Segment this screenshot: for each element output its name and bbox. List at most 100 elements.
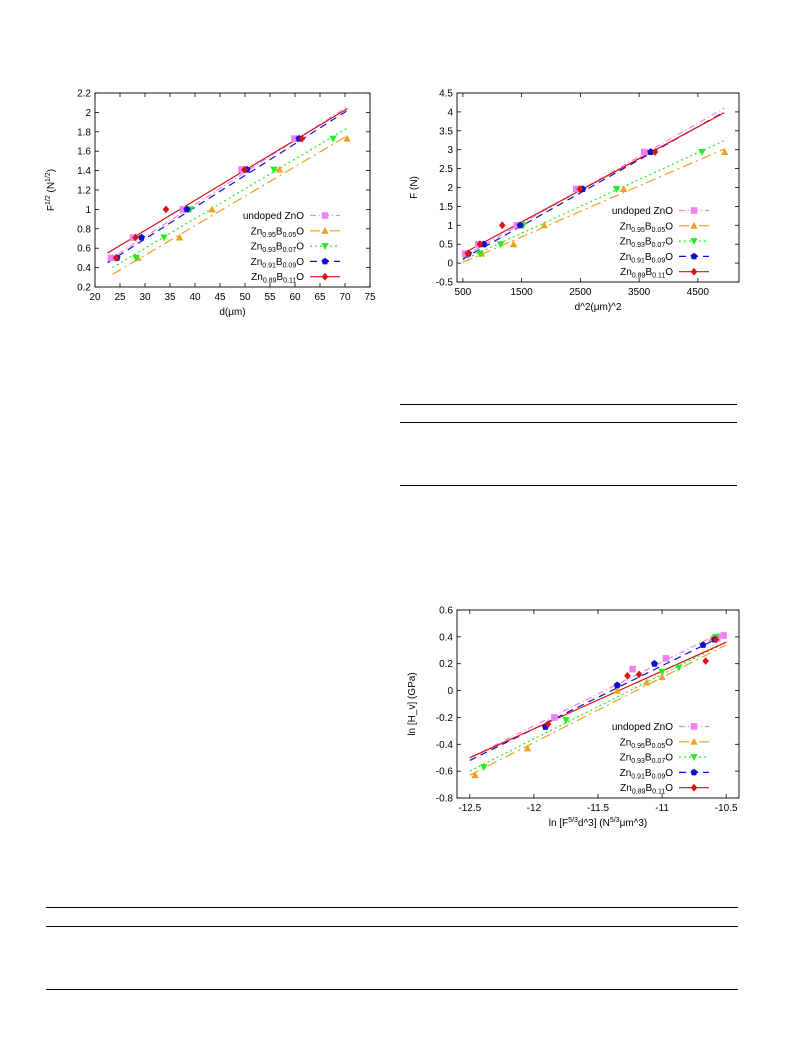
y-axis-label: F (N) (409, 176, 420, 199)
fit-line-s0 (462, 107, 725, 258)
y-tick-label: 1.2 (77, 186, 91, 197)
data-point-s1 (613, 686, 621, 694)
data-point-s2 (612, 186, 621, 193)
x-axis-label: ln [F5/3d^3] (N5/3μm^3) (549, 817, 648, 829)
y-tick-label: 0.4 (439, 632, 453, 643)
legend: undoped ZnO Zn0.95B0.05O Zn0.93B0.07O Zn0.9… (612, 722, 709, 796)
legend-label-s0: undoped ZnO (243, 211, 304, 222)
plot-frame (456, 92, 740, 283)
x-tick-label: 3500 (628, 287, 651, 298)
table-bottom-rule-1 (400, 485, 737, 486)
data-point-s3 (647, 148, 655, 155)
data-point-s4 (651, 148, 659, 156)
fit-line-s2 (112, 127, 348, 269)
legend-marker-s2 (690, 754, 698, 761)
data-point-s3 (137, 233, 146, 241)
data-point-s4 (241, 165, 248, 174)
plot-frame (456, 609, 740, 799)
y-tick-label: 0.8 (77, 224, 91, 235)
y-tick-label: 0 (447, 686, 453, 697)
data-point-s4 (298, 134, 306, 143)
x-tick-label: -11 (655, 803, 669, 814)
y-tick-label: 3 (447, 145, 453, 156)
legend-label-s1: Zn0.95B0.05O (620, 221, 674, 234)
indentation-size-chart-f-vs-d2: 500 1500 2500 3500 4500 -0.5 0 0.5 1 1.5 2 2.5 3 3.5 4… (409, 89, 740, 313)
y-tick-label: 2 (447, 183, 453, 194)
data-point-s0 (551, 714, 558, 721)
y-axis-label: ln [H_v] (GPa) (407, 672, 418, 735)
legend-label-s3: Zn0.91B0.09O (620, 252, 674, 265)
data-point-s2 (496, 241, 505, 249)
y-tick-label: 0.2 (439, 659, 453, 670)
x-tick-label: 65 (314, 292, 326, 303)
data-point-s1 (540, 221, 548, 229)
legend-label-s4: Zn0.89B0.11O (620, 267, 673, 280)
data-point-s0 (662, 655, 670, 662)
legend-label-s3: Zn0.91B0.09O (251, 257, 305, 270)
data-point-s1 (620, 185, 628, 193)
data-point-s2 (675, 664, 683, 672)
hardness-log-chart: -12.5 -12 -11.5 -11 -10.5 -0.8 -0.6 -0.4 -0.2 0 0.… (407, 606, 740, 829)
data-point-s0 (629, 665, 636, 673)
data-point-s2 (160, 234, 168, 242)
data-point-s3 (183, 205, 191, 213)
y-tick-label: 1.4 (77, 166, 91, 177)
legend: undoped ZnO Zn0.95B0.05O Zn0.93B0.07O Zn0.9… (243, 211, 340, 285)
legend-marker-s4 (321, 272, 329, 281)
legend-marker-s3 (690, 768, 698, 776)
data-point-s4 (544, 720, 552, 729)
legend-label-s3: Zn0.91B0.09O (620, 768, 674, 781)
x-tick-label: 25 (114, 292, 126, 303)
x-tick-label: -10.5 (715, 803, 738, 814)
table-header-rule-2 (46, 926, 738, 927)
y-tick-label: 2.5 (439, 164, 453, 175)
x-axis-label: d^2(μm)^2 (575, 302, 622, 313)
legend-label-s0: undoped ZnO (612, 206, 673, 217)
y-tick-label: 1.6 (77, 147, 91, 158)
legend-marker-s2 (690, 238, 698, 245)
y-tick-label: -0.8 (436, 794, 454, 805)
y-tick-label: 0 (447, 259, 453, 270)
fit-line-s1 (112, 135, 348, 275)
data-point-s4 (712, 635, 720, 644)
y-tick-label: 0.6 (439, 606, 453, 617)
data-point-s2 (658, 668, 666, 676)
data-point-s0 (572, 185, 580, 193)
y-tick-label: 3.5 (439, 126, 453, 137)
fit-line-s4 (107, 108, 348, 254)
table-header-rule-1 (400, 422, 737, 423)
x-tick-label: 40 (189, 292, 201, 303)
legend-marker-s1 (690, 737, 698, 745)
y-tick-label: 4.5 (439, 89, 453, 100)
x-axis-label: d(μm) (219, 307, 245, 318)
data-point-s0 (107, 254, 115, 262)
x-tick-label: 50 (239, 292, 251, 303)
x-tick-label: 75 (364, 292, 376, 303)
y-tick-label: 0.2 (77, 283, 91, 294)
y-tick-label: 0.5 (439, 240, 453, 251)
legend-marker-s3 (690, 252, 698, 260)
legend-marker-s4 (690, 783, 698, 792)
x-tick-label: -11.5 (587, 803, 609, 814)
x-tick-label: 60 (289, 292, 301, 303)
y-tick-label: -0.2 (436, 713, 454, 724)
legend-marker-s3 (321, 257, 329, 265)
x-tick-label: 70 (339, 292, 351, 303)
data-point-s2 (480, 764, 488, 772)
fit-line-s4 (469, 641, 727, 759)
legend-label-s4: Zn0.89B0.11O (251, 272, 304, 285)
data-point-s1 (275, 165, 284, 173)
legend-label-s1: Zn0.95B0.05O (251, 226, 305, 239)
y-tick-label: 1 (85, 205, 91, 216)
data-point-s1 (509, 240, 518, 248)
x-tick-label: 45 (214, 292, 226, 303)
data-point-s3 (650, 660, 658, 667)
legend-marker-s1 (321, 226, 329, 234)
indentation-size-chart-sqrt-f: 20 25 30 35 40 45 50 55 60 65 70 75 0.2 0.4 0.6 0.8 1 1.2… (45, 89, 376, 319)
data-point-s1 (658, 673, 666, 681)
data-point-s2 (132, 254, 140, 262)
legend-label-s1: Zn0.95B0.05O (620, 737, 674, 750)
data-point-s0 (179, 206, 187, 213)
x-tick-label: 30 (139, 292, 151, 303)
x-tick-label: 1500 (511, 287, 534, 298)
